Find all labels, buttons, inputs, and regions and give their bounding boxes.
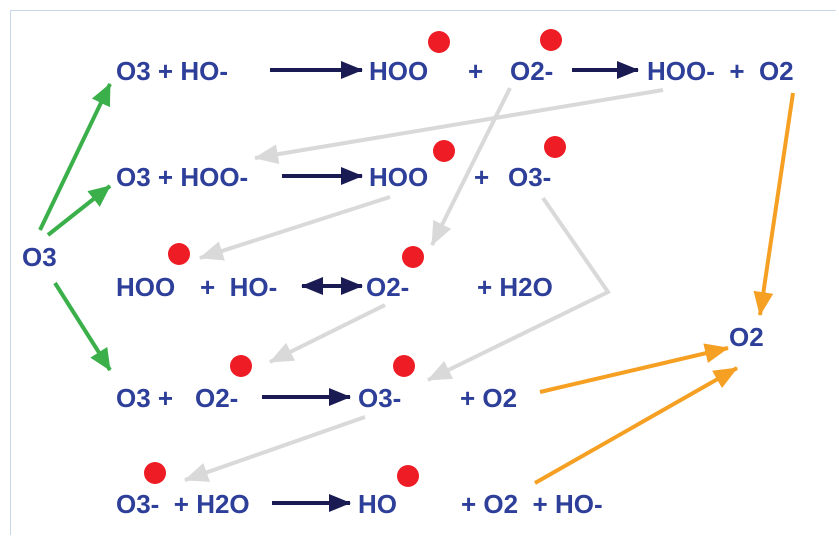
arrow-o3-minus-to-row4-o3-minus xyxy=(427,196,611,382)
radical-dot-row3-o2-minus xyxy=(402,246,424,268)
pathway-arrows xyxy=(184,87,664,482)
arrow-o2-minus-to-row4-o2-minus xyxy=(269,303,386,364)
radical-dot-row2-o3-minus xyxy=(544,136,566,158)
oxygen-arrows xyxy=(534,92,795,485)
radical-dot-row5-ho xyxy=(397,465,419,487)
species-labels: O3 O3 + HO- HOO + O2- HOO- + O2 O3 + HOO… xyxy=(22,56,794,519)
arrow-o3-to-row2 xyxy=(46,184,112,237)
arrow-hoo-to-row3-hoo xyxy=(199,195,391,261)
radical-dot-row4-o2-minus xyxy=(230,355,252,377)
label-row5-o3-minus-h2o: O3- + H2O xyxy=(116,489,250,519)
diagram-frame xyxy=(10,10,836,535)
label-row2-plus: + xyxy=(474,162,489,192)
arrow-o3-to-row1 xyxy=(38,83,112,231)
arrow-hoo-minus-to-o3-hoo-minus xyxy=(254,88,664,165)
label-row1-plus: + xyxy=(468,56,483,86)
label-row1-left: O3 + HO- xyxy=(116,56,228,86)
label-row2-o3-minus: O3- xyxy=(508,162,551,192)
arrow-o2-row4-to-o2-sink xyxy=(539,343,729,394)
label-row3-hoo: HOO xyxy=(116,272,175,302)
arrow-o2-minus-to-row3-o2-minus xyxy=(430,87,512,246)
label-row5-ho: HO xyxy=(358,489,397,519)
ozone-arrows xyxy=(38,83,112,372)
arrow-o2-row5-to-o2-sink xyxy=(534,366,738,485)
label-row3-o2-minus: O2- xyxy=(366,272,409,302)
arrow-o2-row1-to-o2-sink xyxy=(753,92,795,316)
label-row4-o3-minus: O3- xyxy=(358,383,401,413)
radical-dot-row2-hoo xyxy=(433,140,455,162)
label-o3-source: O3 xyxy=(22,242,57,272)
label-row2-hoo: HOO xyxy=(369,162,428,192)
label-row2-left: O3 + HOO- xyxy=(116,162,248,192)
label-row1-o2-minus: O2- xyxy=(510,56,553,86)
label-row3-h2o: + H2O xyxy=(477,272,553,302)
arrow-o3-to-row4 xyxy=(53,281,112,372)
label-o2-sink: O2 xyxy=(729,322,764,352)
label-row4-left: O3 + xyxy=(116,383,173,413)
label-row1-hoo: HOO xyxy=(369,56,428,86)
radical-dot-row5-o3-minus xyxy=(144,462,166,484)
radical-dot-row1-o2-minus xyxy=(540,29,562,51)
label-row4-o2: + O2 xyxy=(460,383,517,413)
label-row4-o2-minus: O2- xyxy=(195,383,238,413)
label-row3-plus-ho: + HO- xyxy=(200,272,277,302)
label-row1-right: HOO- + O2 xyxy=(647,56,794,86)
radical-dot-row3-hoo xyxy=(168,243,190,265)
radical-dot-row4-o3-minus xyxy=(393,355,415,377)
reaction-arrows xyxy=(262,61,639,512)
radical-dot-row1-hoo xyxy=(428,31,450,53)
label-row5-products: + O2 + HO- xyxy=(461,489,603,519)
arrow-o3-minus-to-row5-o3-minus xyxy=(184,415,366,482)
radical-dots xyxy=(144,29,566,487)
